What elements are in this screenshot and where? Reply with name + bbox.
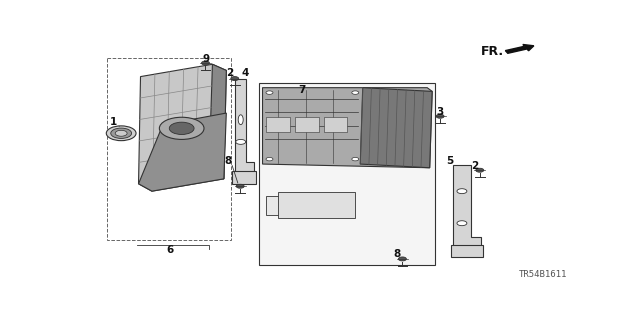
Bar <box>278 192 355 218</box>
Bar <box>295 117 319 132</box>
Circle shape <box>436 114 444 118</box>
Text: 7: 7 <box>298 85 305 95</box>
Circle shape <box>352 157 359 161</box>
Circle shape <box>266 91 273 94</box>
Circle shape <box>399 257 406 261</box>
Text: FR.: FR. <box>481 45 504 59</box>
Text: 8: 8 <box>224 156 232 166</box>
Polygon shape <box>262 88 432 168</box>
Circle shape <box>111 128 132 139</box>
Text: 4: 4 <box>241 68 249 78</box>
Circle shape <box>202 61 209 65</box>
Polygon shape <box>138 64 227 191</box>
Polygon shape <box>232 172 255 184</box>
Polygon shape <box>235 79 253 175</box>
Ellipse shape <box>238 115 243 124</box>
Circle shape <box>457 189 467 194</box>
Circle shape <box>159 117 204 140</box>
Circle shape <box>169 122 194 134</box>
Circle shape <box>457 221 467 226</box>
Circle shape <box>106 126 136 141</box>
Bar <box>108 58 231 240</box>
Bar <box>266 196 313 215</box>
Text: 1: 1 <box>109 117 117 127</box>
Polygon shape <box>259 83 435 265</box>
Polygon shape <box>360 88 432 168</box>
Circle shape <box>231 76 239 81</box>
Text: 3: 3 <box>436 107 444 117</box>
Bar <box>266 117 290 132</box>
Circle shape <box>236 184 244 188</box>
Text: 5: 5 <box>446 156 453 166</box>
Circle shape <box>476 168 484 172</box>
Text: 2: 2 <box>226 68 234 78</box>
Polygon shape <box>453 165 481 249</box>
Text: 6: 6 <box>166 245 174 255</box>
Circle shape <box>236 140 246 144</box>
Polygon shape <box>209 64 227 179</box>
Circle shape <box>266 157 273 161</box>
Circle shape <box>352 91 359 94</box>
Text: 9: 9 <box>202 54 209 64</box>
Polygon shape <box>138 113 227 191</box>
Text: TR54B1611: TR54B1611 <box>518 270 567 279</box>
Text: 8: 8 <box>394 249 401 259</box>
FancyArrow shape <box>506 44 534 53</box>
Polygon shape <box>451 245 483 257</box>
Circle shape <box>115 130 127 136</box>
Bar <box>324 117 348 132</box>
Text: 2: 2 <box>471 161 479 171</box>
